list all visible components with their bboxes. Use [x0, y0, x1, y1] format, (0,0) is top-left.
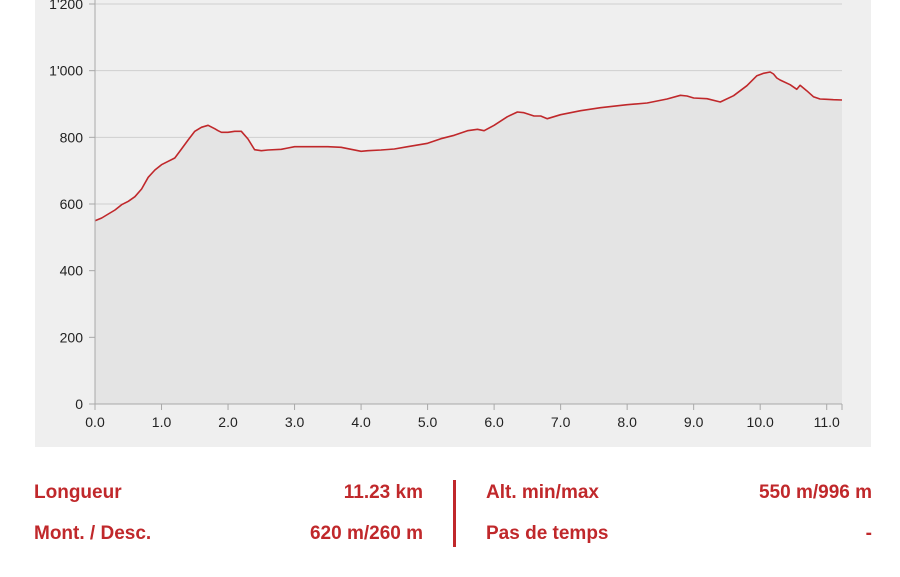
route-stats: Longueur 11.23 km Mont. / Desc. 620 m/26…: [0, 478, 900, 550]
x-tick-label: 2.0: [218, 414, 238, 430]
x-tick-label: 4.0: [351, 414, 371, 430]
y-tick-label: 1'000: [49, 63, 83, 79]
x-tick-label: 8.0: [617, 414, 637, 430]
ascent-descent-value: 620 m/260 m: [309, 523, 423, 544]
elevation-chart-panel: 0 200 400 600 800 1'000 1'200 0.0 1.0 2.0 3.0 4.0 5.…: [35, 0, 871, 447]
altitude-minmax-label: Alt. min/max: [486, 482, 599, 503]
y-tick-label: 0: [75, 396, 83, 412]
elevation-profile-chart: 0 200 400 600 800 1'000 1'200 0.0 1.0 2.0 3.0 4.0 5.…: [49, 0, 843, 430]
elevation-line: [94, 71, 843, 222]
x-tick-label: 9.0: [684, 414, 704, 430]
x-tick-label: 11.0: [814, 414, 840, 430]
x-tick-label: 0.0: [85, 414, 105, 430]
y-tick-label: 1'200: [49, 0, 83, 12]
x-tick-label: 6.0: [484, 414, 504, 430]
altitude-minmax-value: 550 m/996 m: [758, 482, 872, 503]
length-value: 11.23 km: [343, 482, 423, 503]
x-tick-label: 7.0: [551, 414, 571, 430]
stats-divider: [453, 480, 456, 547]
y-tick-label: 800: [60, 129, 84, 145]
x-tick-label: 10.0: [747, 414, 774, 430]
x-tick-label: 1.0: [152, 414, 172, 430]
elevation-area: [95, 72, 842, 404]
y-tick-label: 600: [60, 196, 84, 212]
length-label: Longueur: [34, 482, 122, 503]
x-tick-label: 5.0: [418, 414, 438, 430]
ascent-descent-label: Mont. / Desc.: [34, 523, 152, 544]
time-step-label: Pas de temps: [486, 523, 609, 544]
y-tick-label: 400: [60, 263, 84, 279]
y-tick-label: 200: [60, 329, 84, 345]
time-step-value: -: [865, 523, 872, 544]
x-tick-label: 3.0: [285, 414, 305, 430]
